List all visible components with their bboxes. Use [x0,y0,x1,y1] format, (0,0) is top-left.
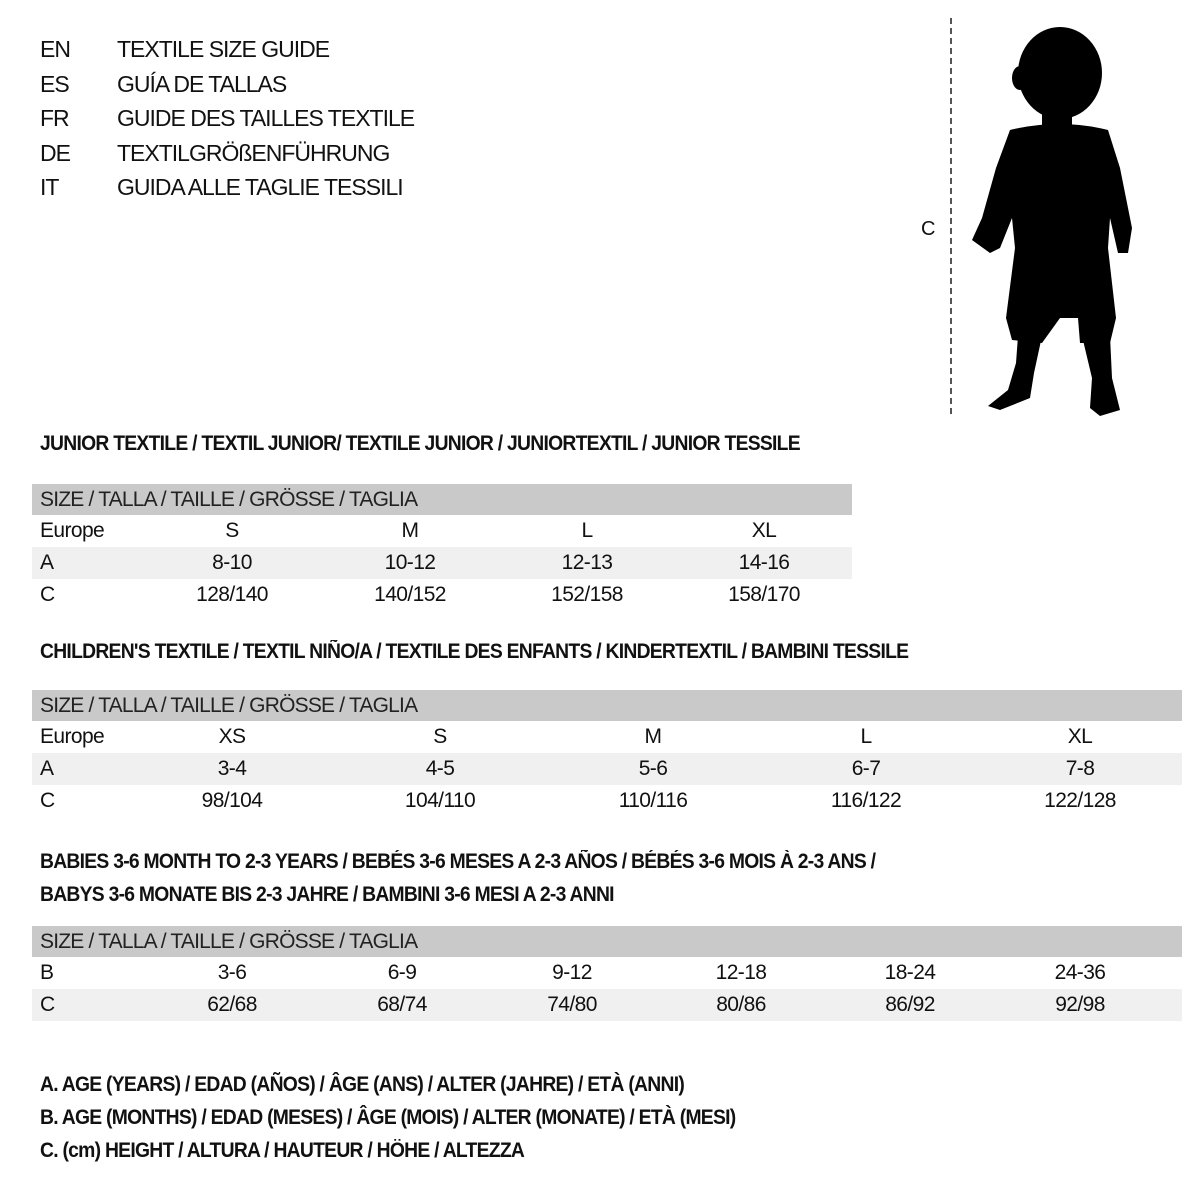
table-cell: 80/86 [716,993,766,1016]
table-cell: XL [751,519,777,542]
table-cell: 7-8 [1065,757,1095,780]
table-cell: 98/104 [201,789,263,812]
size-table: SIZE / TALLA / TAILLE / GRÖSSE / TAGLIA E… [32,484,852,611]
height-label: C [921,218,936,240]
table-cell: 8-10 [212,551,252,574]
table-header: SIZE / TALLA / TAILLE / GRÖSSE / TAGLIA [32,484,852,515]
table-cell: S [225,519,239,542]
row-label: A [40,551,54,574]
size-table: SIZE / TALLA / TAILLE / GRÖSSE / TAGLIA B… [32,926,1182,1021]
table-cell: 110/116 [618,789,688,812]
table-row: A 3-4 4-5 5-6 6-7 7-8 [32,753,1182,785]
language-code: IT [40,174,59,200]
table-cell: 12-18 [715,961,767,984]
row-label: C [40,583,55,606]
guide-title: GUIDE DES TAILLES TEXTILE [117,105,415,131]
section-title: CHILDREN'S TEXTILE / TEXTIL NIÑO/A / TEX… [40,640,909,663]
table-cell: 4-5 [425,757,455,780]
table-row: B 3-6 6-9 9-12 12-18 18-24 24-36 [32,957,1182,989]
table-cell: 5-6 [638,757,668,780]
row-label: Europe [40,519,105,542]
table-cell: 74/80 [547,993,597,1016]
table-cell: 128/140 [196,583,268,606]
section-title: JUNIOR TEXTILE / TEXTIL JUNIOR/ TEXTILE … [40,432,801,455]
table-cell: 24-36 [1054,961,1106,984]
language-code: DE [40,139,71,166]
child-silhouette-icon [972,27,1132,416]
size-table: SIZE / TALLA / TAILLE / GRÖSSE / TAGLIA E… [32,690,1182,817]
section-title-line2: BABYS 3-6 MONATE BIS 2-3 JAHRE / BAMBINI… [40,883,615,906]
table-cell: M [401,519,420,542]
table-cell: 9-12 [552,961,592,984]
table-cell: 62/68 [207,993,257,1016]
table-cell: 3-6 [217,961,247,984]
table-cell: 10-12 [384,551,436,574]
table-cell: M [644,725,663,748]
table-header: SIZE / TALLA / TAILLE / GRÖSSE / TAGLIA [32,926,1182,957]
table-row: Europe S M L XL [32,515,852,547]
row-label: A [40,757,54,780]
height-dashed-line [950,18,952,414]
legend-line: C. (cm) HEIGHT / ALTURA / HAUTEUR / HÖHE… [40,1139,525,1162]
row-label: C [40,789,55,812]
table-cell: 158/170 [728,583,800,606]
guide-title: GUÍA DE TALLAS [117,70,287,97]
table-cell: 12-13 [561,551,613,574]
legend-line: B. AGE (MONTHS) / EDAD (MESES) / ÂGE (MO… [40,1106,736,1129]
table-cell: 152/158 [551,583,623,606]
guide-title: TEXTILGRÖßENFÜHRUNG [117,139,390,166]
legend-line: A. AGE (YEARS) / EDAD (AÑOS) / ÂGE (ANS)… [40,1073,685,1096]
table-cell: 18-24 [884,961,936,984]
table-row: C 62/68 68/74 74/80 80/86 86/92 92/98 [32,989,1182,1021]
row-label: B [40,961,54,984]
language-code: EN [40,36,71,62]
table-cell: 6-9 [387,961,417,984]
table-row: A 8-10 10-12 12-13 14-16 [32,547,852,579]
table-cell: 104/110 [404,789,476,812]
table-cell: XS [218,725,246,748]
guide-title: GUIDA ALLE TAGLIE TESSILI [117,174,404,200]
table-cell: 86/92 [885,993,935,1016]
table-cell: XL [1067,725,1093,748]
row-label: C [40,993,55,1016]
table-cell: S [433,725,447,748]
table-cell: 122/128 [1044,789,1116,812]
table-cell: 6-7 [851,757,881,780]
table-row: C 98/104 104/110 110/116 116/122 122/128 [32,785,1182,817]
table-row: Europe XS S M L XL [32,721,1182,753]
language-code: ES [40,70,70,97]
table-cell: 92/98 [1055,993,1105,1016]
table-cell: 14-16 [738,551,790,574]
table-header: SIZE / TALLA / TAILLE / GRÖSSE / TAGLIA [32,690,1182,721]
section-title: BABIES 3-6 MONTH TO 2-3 YEARS / BEBÉS 3-… [40,850,876,873]
language-code: FR [40,105,70,131]
row-label: Europe [40,725,105,748]
table-cell: 68/74 [377,993,427,1016]
table-row: C 128/140 140/152 152/158 158/170 [32,579,852,611]
table-cell: 3-4 [217,757,247,780]
table-cell: 116/122 [830,789,902,812]
table-cell: L [581,519,593,542]
table-cell: L [860,725,872,748]
table-cell: 140/152 [374,583,446,606]
guide-title: TEXTILE SIZE GUIDE [117,36,330,62]
